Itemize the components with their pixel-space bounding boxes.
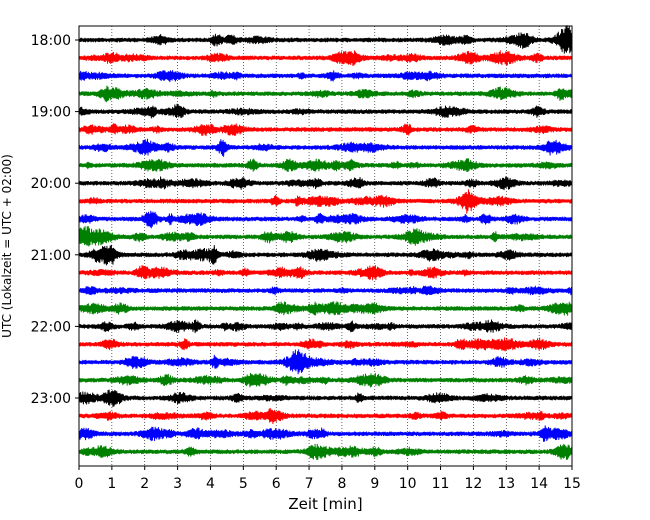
x-tick-label: 0 <box>75 476 84 492</box>
x-tick-label: 5 <box>239 476 248 492</box>
trace-2200 <box>78 319 573 334</box>
y-tick-label: 20:00 <box>31 176 71 192</box>
trace-2015 <box>78 189 573 214</box>
x-tick-label: 12 <box>464 476 482 492</box>
trace-2030 <box>78 210 573 229</box>
trace-2330 <box>78 425 573 442</box>
trace-1945 <box>78 158 573 173</box>
trace-1930 <box>78 138 573 157</box>
x-tick-label: 6 <box>272 476 281 492</box>
x-tick-label: 10 <box>399 476 417 492</box>
trace-1915 <box>78 123 573 137</box>
x-tick-label: 2 <box>140 476 149 492</box>
x-tick-label: 9 <box>370 476 379 492</box>
x-tick-label: 13 <box>497 476 515 492</box>
y-tick-label: 18:00 <box>31 33 71 49</box>
plot-frame <box>78 25 573 467</box>
trace-2115 <box>78 265 573 281</box>
x-axis-label: Zeit [min] <box>288 495 362 513</box>
y-axis-label: UTC (Lokalzeit = UTC + 02:00) <box>0 154 14 338</box>
x-tick-label: 1 <box>107 476 116 492</box>
y-tick-label: 21:00 <box>31 248 71 264</box>
x-tick-label: 15 <box>563 476 581 492</box>
trace-2230 <box>78 349 573 375</box>
trace-2045 <box>78 226 573 247</box>
trace-1815 <box>78 50 573 67</box>
x-axis-ticks: 0 1 2 3 4 5 6 7 8 9 10 11 12 13 14 15 <box>75 466 581 492</box>
trace-1900 <box>78 103 573 119</box>
trace-2145 <box>78 301 573 316</box>
x-tick-label: 11 <box>432 476 450 492</box>
trace-2245 <box>78 372 573 388</box>
trace-1830 <box>78 69 573 83</box>
trace-2345 <box>78 443 573 461</box>
x-tick-label: 3 <box>173 476 182 492</box>
x-tick-label: 14 <box>530 476 548 492</box>
y-tick-label: 22:00 <box>31 319 71 335</box>
trace-2100 <box>78 244 573 266</box>
trace-1800 <box>78 25 573 54</box>
trace-2000 <box>78 176 573 191</box>
trace-2300 <box>78 389 573 408</box>
y-tick-label: 19:00 <box>31 105 71 121</box>
trace-2315 <box>78 407 573 425</box>
x-tick-label: 7 <box>305 476 314 492</box>
x-tick-label: 4 <box>206 476 215 492</box>
y-tick-label: 23:00 <box>31 391 71 407</box>
seismic-traces <box>78 25 573 461</box>
x-tick-label: 8 <box>337 476 346 492</box>
trace-1845 <box>78 85 573 103</box>
trace-2215 <box>78 337 573 352</box>
y-axis-ticks: 18:00 19:00 20:00 21:00 22:00 23:00 <box>31 33 79 407</box>
trace-2130 <box>78 285 573 296</box>
